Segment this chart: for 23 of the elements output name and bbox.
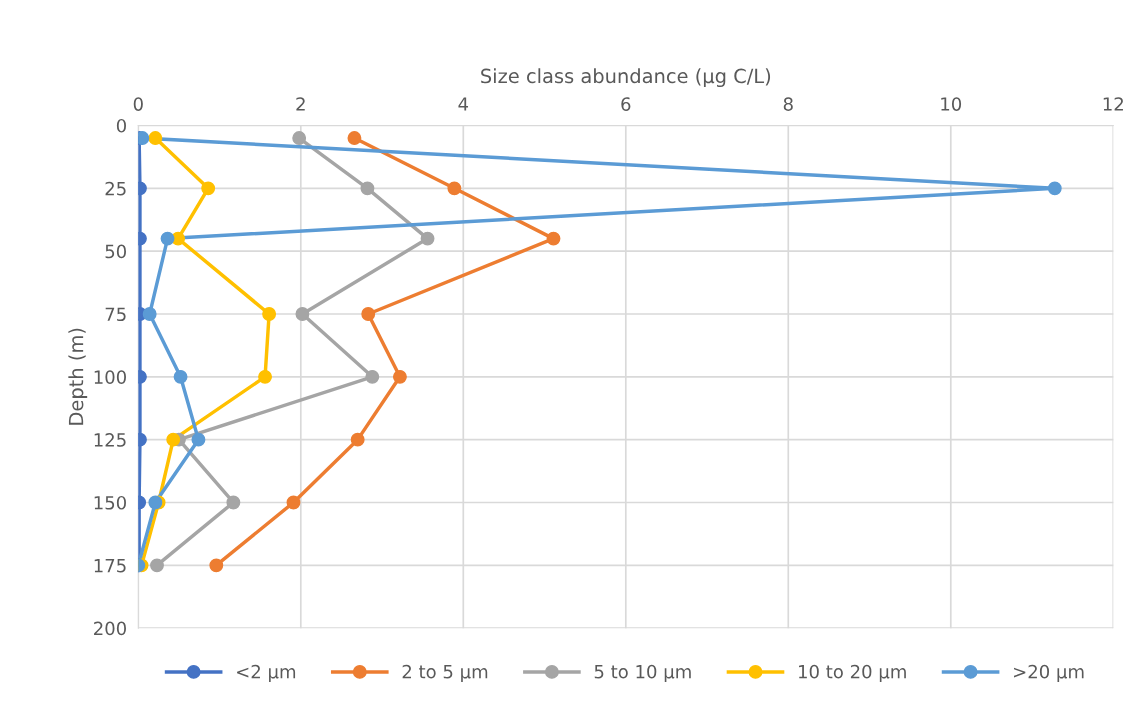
y-tick-label: 50 bbox=[105, 244, 126, 259]
legend-label: 10 to 20 µm bbox=[799, 664, 906, 682]
y-tick-label: 150 bbox=[94, 495, 126, 510]
y-axis-title: Depth (m) bbox=[68, 328, 88, 425]
y-tick-label: 100 bbox=[94, 370, 126, 384]
x-tick-label: 12 bbox=[1103, 97, 1123, 111]
y-tick-label: 0 bbox=[116, 118, 126, 133]
y-tick-label: 25 bbox=[105, 181, 126, 196]
x-tick-label: 0 bbox=[133, 97, 143, 111]
x-tick-label: 8 bbox=[783, 97, 793, 111]
x-tick-label: 2 bbox=[296, 97, 305, 111]
y-tick-label: 200 bbox=[94, 621, 126, 636]
legend-label: 2 to 5 µm bbox=[402, 664, 488, 682]
x-tick-label: 6 bbox=[621, 97, 631, 111]
legend-label: <2 µm bbox=[237, 664, 296, 682]
x-tick-label: 10 bbox=[941, 97, 962, 111]
y-tick-label: 175 bbox=[94, 559, 126, 573]
legend-label: >20 µm bbox=[1014, 664, 1084, 682]
x-axis-title: Size class abundance (µg C/L) bbox=[481, 68, 771, 88]
legend-label: 5 to 10 µm bbox=[594, 664, 691, 682]
x-tick-label: 4 bbox=[458, 97, 469, 111]
y-tick-label: 75 bbox=[105, 307, 126, 322]
y-tick-label: 125 bbox=[94, 433, 126, 447]
